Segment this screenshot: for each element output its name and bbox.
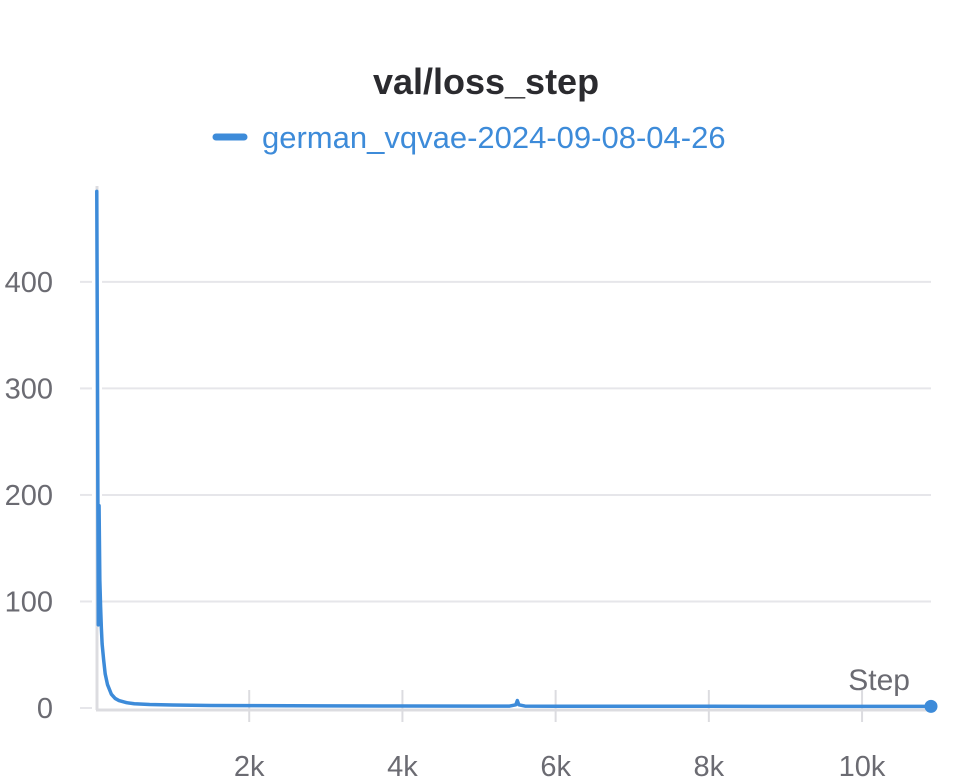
legend[interactable]: german_vqvae-2024-09-08-04-26 — [212, 120, 726, 155]
legend-label[interactable]: german_vqvae-2024-09-08-04-26 — [262, 120, 726, 155]
grid — [102, 280, 931, 603]
x-tick-label: 10k — [839, 751, 886, 783]
y-tick-label: 300 — [5, 373, 53, 405]
series-end-point — [924, 699, 938, 713]
y-tick-label: 100 — [5, 586, 53, 618]
x-tick-label: 6k — [540, 751, 571, 783]
chart-title: val/loss_step — [373, 61, 599, 102]
x-tick-label: 4k — [387, 751, 418, 783]
x-axis-title: Step — [848, 664, 910, 697]
series-layer — [95, 189, 938, 713]
y-tick-label: 200 — [5, 480, 53, 512]
series-line — [95, 189, 933, 709]
axes: 0 100 200 300 400 2k 4k 6k 8k 10k — [5, 186, 931, 783]
y-tick-label: 0 — [37, 693, 53, 725]
x-tick-label: 2k — [234, 751, 265, 783]
x-tick-label: 8k — [694, 751, 725, 783]
y-tick-label: 400 — [5, 267, 53, 299]
